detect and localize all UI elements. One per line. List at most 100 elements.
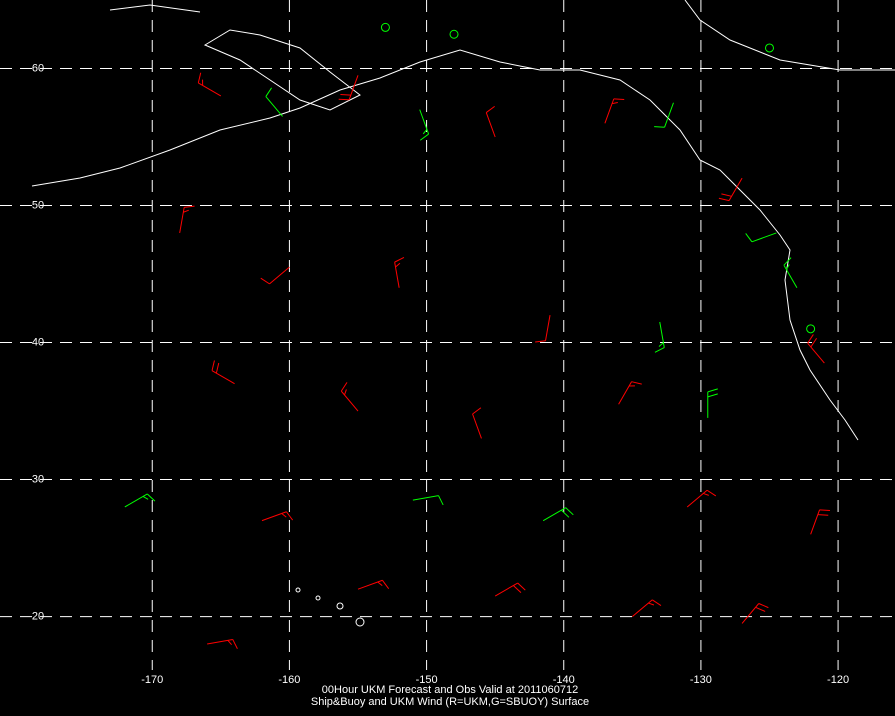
wind-barb	[783, 257, 798, 288]
barb-feather	[183, 209, 189, 213]
y-tick-label: 50	[32, 199, 44, 211]
barb-feather	[265, 87, 272, 97]
x-tick-label: -130	[690, 674, 712, 686]
barb-staff	[265, 96, 283, 117]
barb-feather	[211, 360, 215, 371]
barb-feather	[819, 509, 830, 512]
barb-staff	[494, 582, 518, 597]
barb-staff	[348, 75, 359, 100]
subtitle: Ship&Buoy and UKM Wind (R=UKM,G=SBUOY) S…	[311, 696, 589, 708]
barb-feather	[817, 514, 829, 516]
barb-feather	[146, 493, 156, 502]
barb-feather	[485, 105, 495, 113]
barb-feather	[340, 382, 348, 392]
barb-feather	[745, 233, 753, 243]
barb-feather	[707, 393, 718, 398]
wind-barb	[806, 324, 816, 334]
barb-staff	[124, 493, 148, 508]
wind-barb	[494, 582, 526, 597]
barb-feather	[810, 338, 818, 348]
barb-feather	[184, 205, 195, 208]
barb-feather	[654, 347, 665, 353]
barb-staff	[394, 262, 400, 288]
x-tick-label: -120	[827, 674, 849, 686]
barb-feather	[648, 602, 655, 606]
wind-barb	[542, 507, 574, 522]
barb-feather	[260, 277, 270, 285]
barb-staff	[340, 390, 359, 412]
wind-barb	[380, 22, 390, 32]
barb-feather	[707, 388, 718, 393]
wind-barb	[485, 105, 496, 138]
wind-barb	[741, 603, 769, 624]
barb-feather	[438, 495, 444, 506]
barb-staff	[664, 102, 674, 128]
wind-barb	[632, 599, 662, 617]
y-tick-label: 20	[32, 610, 44, 622]
wind-barb	[419, 109, 430, 141]
wind-barb	[207, 638, 238, 650]
coastline	[31, 0, 895, 627]
barb-feather	[631, 381, 642, 385]
wind-barb	[807, 334, 825, 364]
barb-feather	[535, 340, 546, 343]
wind-barb	[265, 87, 283, 117]
barb-feather	[654, 126, 665, 128]
barb-staff	[810, 509, 821, 535]
barb-staff	[604, 98, 615, 124]
barb-staff	[269, 266, 290, 285]
calm-circle	[806, 324, 816, 334]
wind-barb	[124, 493, 156, 508]
barb-feather	[227, 639, 232, 646]
barb-feather	[142, 496, 149, 500]
wind-barb	[340, 382, 359, 412]
barb-feather	[517, 582, 526, 591]
wind-barb	[654, 102, 674, 128]
barb-staff	[261, 511, 287, 522]
barb-staff	[618, 381, 633, 405]
x-tick-label: -160	[278, 674, 300, 686]
barb-feather	[419, 133, 429, 141]
barb-feather	[340, 93, 351, 96]
barb-staff	[198, 82, 222, 97]
wind-barb	[745, 232, 777, 243]
barb-staff	[783, 264, 798, 288]
wind-barb	[197, 72, 222, 97]
wind-barb	[412, 495, 444, 506]
barb-feather	[286, 511, 294, 521]
calm-circle	[449, 29, 459, 39]
barb-staff	[807, 342, 825, 364]
barb-staff	[542, 507, 566, 522]
barb-staff	[632, 599, 653, 617]
barb-feather	[382, 579, 390, 589]
barb-feather	[422, 129, 428, 135]
calm-circle	[764, 43, 774, 53]
barb-staff	[545, 315, 551, 341]
barb-feather	[561, 509, 570, 518]
barb-feather	[472, 407, 482, 415]
wind-barb	[472, 407, 482, 439]
barb-feather	[281, 513, 287, 518]
barb-feather	[755, 606, 766, 612]
barb-staff	[211, 370, 235, 385]
barb-staff	[357, 579, 383, 590]
barb-feather	[232, 639, 238, 650]
barb-feather	[758, 603, 769, 609]
barb-feather	[338, 98, 350, 101]
barb-feather	[703, 492, 709, 496]
calm-circle	[380, 22, 390, 32]
barb-feather	[377, 581, 383, 587]
barb-staff	[207, 638, 233, 645]
barb-feather	[611, 101, 618, 105]
barb-feather	[718, 197, 730, 202]
wind-barb	[357, 579, 390, 590]
wind-barb	[686, 489, 717, 508]
barb-feather	[721, 193, 732, 197]
barb-feather	[658, 342, 664, 347]
barb-staff	[472, 413, 482, 439]
y-tick-label: 30	[32, 473, 44, 485]
barb-feather	[513, 585, 522, 594]
barb-staff	[179, 207, 185, 234]
wind-barb	[261, 511, 294, 522]
